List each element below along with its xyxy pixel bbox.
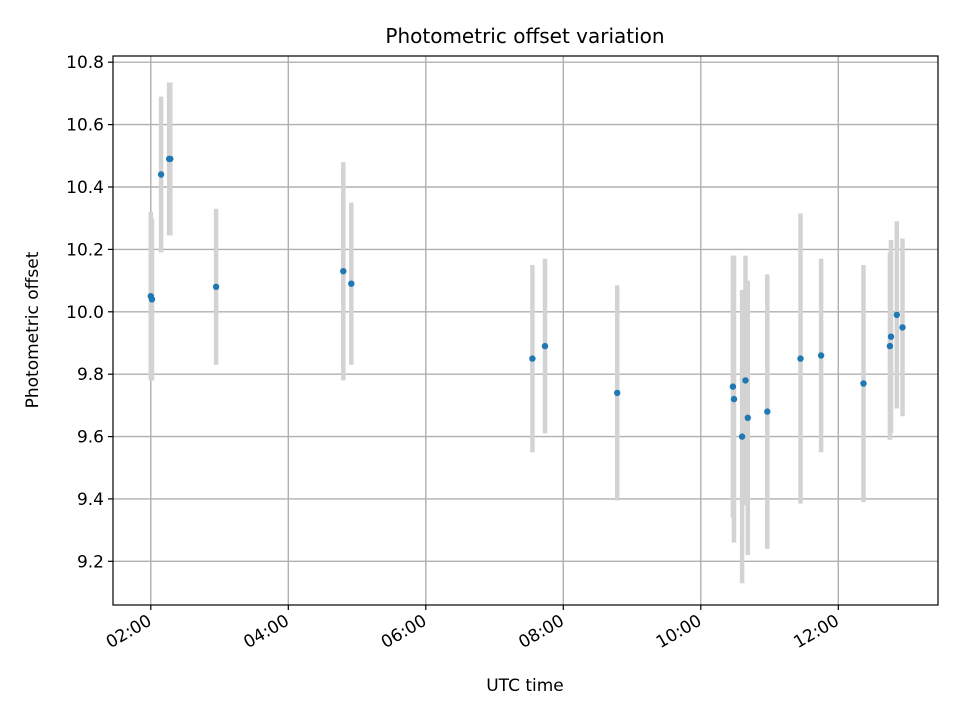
data-point: [886, 342, 894, 350]
data-point: [817, 352, 825, 359]
x-axis-title: UTC time: [486, 676, 564, 696]
data-point: [541, 342, 549, 350]
y-axis-title: Photometric offset: [23, 251, 43, 408]
y-tick-label: 9.6: [77, 428, 104, 448]
data-point: [348, 280, 355, 287]
y-tick-label: 10.0: [66, 303, 104, 323]
y-tick-label: 10.6: [66, 116, 104, 136]
y-tick-label: 9.4: [77, 490, 104, 510]
y-tick-label: 10.2: [66, 240, 104, 260]
plot-area-frame: [112, 55, 939, 606]
data-point: [893, 311, 900, 319]
data-point: [148, 296, 156, 303]
data-point: [899, 324, 906, 331]
data-points: [147, 155, 906, 440]
data-point: [738, 433, 746, 440]
data-point: [860, 380, 867, 387]
data-point: [157, 171, 165, 178]
data-point: [887, 333, 895, 340]
y-axis-ticks: 9.2 9.4 9.6 9.8 10.0 10.2 10.4 10.6 10.8: [66, 53, 113, 572]
y-tick-label: 10.4: [66, 178, 104, 198]
data-point: [340, 268, 347, 275]
y-tick-label: 10.8: [66, 53, 104, 73]
data-point: [614, 389, 621, 397]
data-point: [742, 377, 749, 384]
data-point: [167, 155, 174, 163]
y-tick-label: 9.8: [77, 365, 104, 385]
data-point: [744, 414, 751, 421]
data-point: [529, 355, 536, 362]
chart-title: Photometric offset variation: [385, 24, 664, 48]
data-point: [797, 355, 804, 362]
data-point: [764, 408, 771, 415]
data-point: [730, 395, 738, 403]
data-point: [212, 283, 220, 290]
y-tick-label: 9.2: [77, 552, 104, 572]
data-point: [729, 383, 737, 390]
